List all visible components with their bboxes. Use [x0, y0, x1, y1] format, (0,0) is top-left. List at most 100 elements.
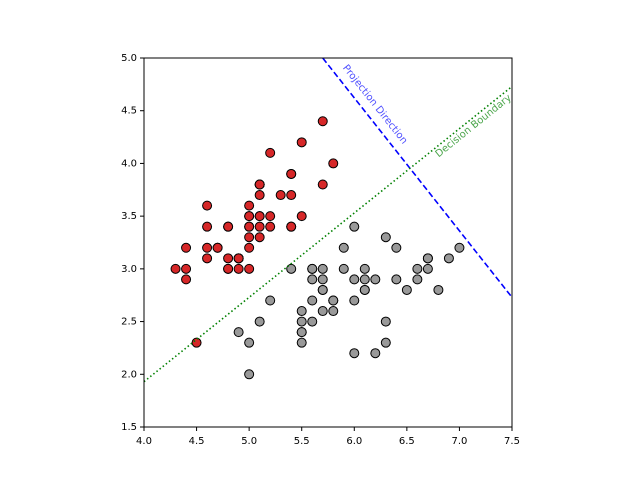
point — [244, 232, 255, 243]
point — [338, 242, 349, 253]
point — [254, 190, 265, 201]
point — [296, 337, 307, 348]
y-tick-label: 2.0 — [121, 369, 137, 380]
point — [370, 348, 381, 359]
point — [422, 253, 433, 264]
point — [307, 316, 318, 327]
point — [349, 295, 360, 306]
point — [317, 274, 328, 285]
point — [349, 274, 360, 285]
point — [286, 168, 297, 179]
point — [296, 316, 307, 327]
point — [202, 253, 213, 264]
point — [254, 179, 265, 190]
point — [244, 263, 255, 274]
point — [254, 232, 265, 243]
point — [223, 263, 234, 274]
point — [233, 327, 244, 338]
reference-line — [144, 85, 512, 383]
point — [317, 116, 328, 127]
plot-frame — [143, 57, 513, 428]
point — [307, 263, 318, 274]
x-tick-label: 6.0 — [346, 436, 362, 447]
point — [286, 221, 297, 232]
y-tick-label: 3.5 — [121, 211, 137, 222]
point — [202, 221, 213, 232]
x-tick-label: 7.5 — [504, 436, 520, 447]
y-tick-label: 4.0 — [121, 158, 137, 169]
point — [307, 274, 318, 285]
point — [244, 337, 255, 348]
point — [254, 316, 265, 327]
point — [422, 263, 433, 274]
point — [202, 242, 213, 253]
point — [328, 158, 339, 169]
y-tick-label: 2.5 — [121, 317, 137, 328]
point — [170, 263, 181, 274]
x-tick-label: 6.5 — [399, 436, 415, 447]
point — [296, 327, 307, 338]
y-tick-label: 5.0 — [121, 53, 137, 64]
point — [212, 242, 223, 253]
y-tick-label: 4.5 — [121, 106, 137, 117]
point — [191, 337, 202, 348]
point — [380, 316, 391, 327]
point — [412, 263, 423, 274]
x-tick-label: 5.0 — [241, 436, 257, 447]
point — [244, 221, 255, 232]
point — [401, 284, 412, 295]
point — [233, 253, 244, 264]
point — [349, 221, 360, 232]
point — [328, 295, 339, 306]
point — [380, 232, 391, 243]
y-tick-label: 1.5 — [121, 422, 137, 433]
point — [296, 137, 307, 148]
point — [275, 190, 286, 201]
point — [338, 263, 349, 274]
point — [391, 274, 402, 285]
point — [296, 211, 307, 222]
y-tick-label: 3.0 — [121, 264, 137, 275]
point — [244, 211, 255, 222]
point — [202, 200, 213, 211]
point — [181, 242, 192, 253]
point — [265, 295, 276, 306]
x-tick-label: 4.0 — [136, 436, 152, 447]
point — [223, 253, 234, 264]
point — [307, 295, 318, 306]
point — [317, 306, 328, 317]
point — [254, 211, 265, 222]
x-tick-label: 7.0 — [451, 436, 467, 447]
point — [349, 348, 360, 359]
point — [317, 284, 328, 295]
point — [233, 263, 244, 274]
point — [328, 306, 339, 317]
point — [433, 284, 444, 295]
x-tick-label: 4.5 — [189, 436, 205, 447]
line-label: Decision Boundary — [434, 93, 514, 160]
point — [296, 306, 307, 317]
point — [223, 221, 234, 232]
reference-line — [322, 58, 512, 298]
point — [370, 274, 381, 285]
point — [359, 263, 370, 274]
point — [359, 284, 370, 295]
point — [380, 337, 391, 348]
point — [254, 221, 265, 232]
point — [181, 274, 192, 285]
point — [412, 274, 423, 285]
point — [317, 263, 328, 274]
point — [265, 221, 276, 232]
point — [454, 242, 465, 253]
point — [265, 211, 276, 222]
point — [244, 242, 255, 253]
point — [391, 242, 402, 253]
point — [286, 190, 297, 201]
point — [244, 369, 255, 380]
point — [181, 263, 192, 274]
line-label: Projection Direction — [340, 63, 409, 147]
point — [359, 274, 370, 285]
point — [443, 253, 454, 264]
point — [244, 200, 255, 211]
